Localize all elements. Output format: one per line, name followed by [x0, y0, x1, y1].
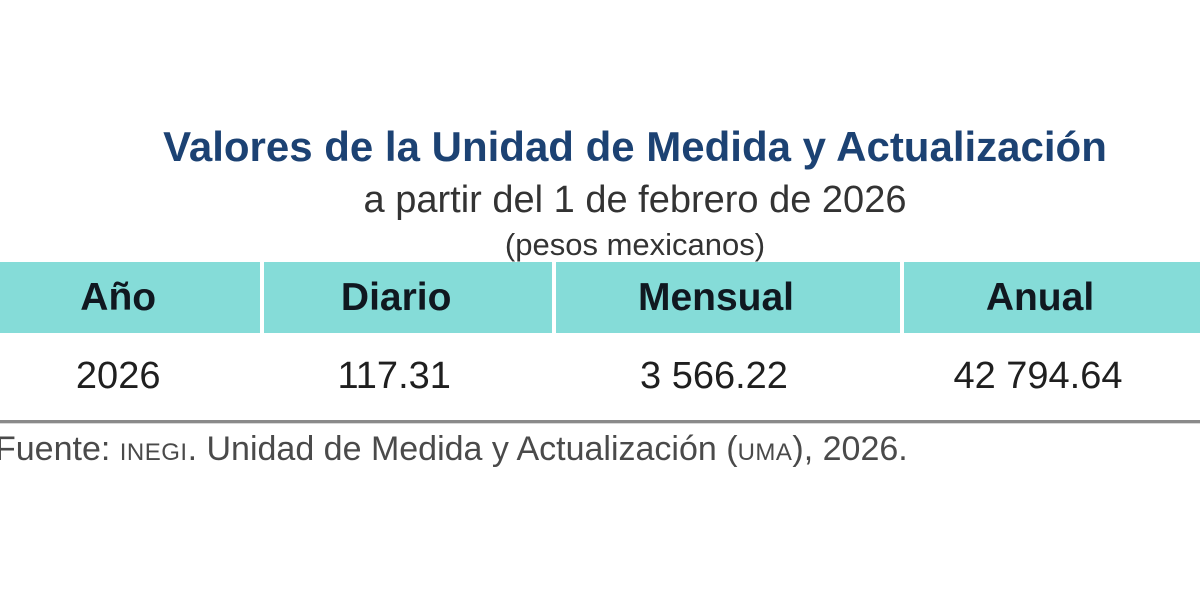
source-note: Fuente: INEGI. Unidad de Medida y Actual…	[0, 430, 908, 469]
page-title: Valores de la Unidad de Medida y Actuali…	[163, 123, 1107, 170]
uma-table: Año Diario Mensual Anual 2026 117.31 3 5…	[0, 262, 1200, 420]
column-header-anual: Anual	[899, 262, 1200, 333]
source-org: INEGI	[119, 439, 188, 466]
column-header-ano: Año	[80, 275, 157, 319]
heading-block: Valores de la Unidad de Medida y Actuali…	[70, 123, 1200, 262]
table-row: 2026 117.31 3 566.22 42 794.64	[0, 333, 1200, 420]
source-divider	[0, 420, 1200, 424]
source-prefix: Fuente:	[0, 430, 120, 468]
cell-anual: 42 794.64	[953, 355, 1123, 397]
column-header-mensual: Mensual	[551, 262, 900, 333]
source-acronym: UMA	[737, 439, 793, 466]
cell-mensual: 3 566.22	[640, 355, 788, 397]
page-subtitle: a partir del 1 de febrero de 2026	[363, 179, 907, 222]
cell-diario: 117.31	[337, 355, 451, 397]
cell-ano: 2026	[75, 355, 161, 397]
source-middle: . Unidad de Medida y Actualización (	[187, 430, 738, 468]
source-suffix: ), 2026.	[792, 430, 908, 468]
column-header-diario: Diario	[260, 262, 552, 333]
table-header-row: Año Diario Mensual Anual	[0, 262, 1200, 333]
unit-note: (pesos mexicanos)	[504, 226, 766, 262]
